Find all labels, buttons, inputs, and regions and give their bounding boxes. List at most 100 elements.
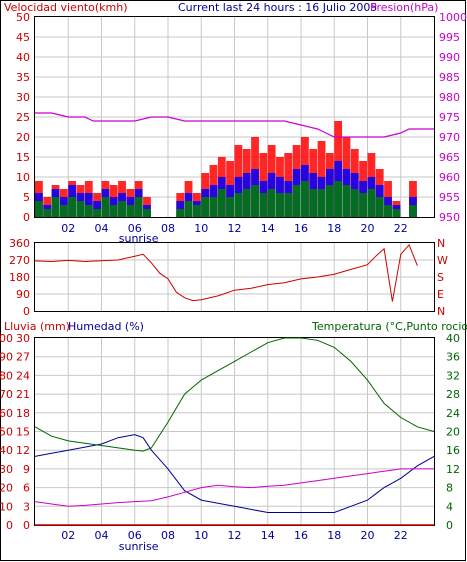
humidity-tick-label: 0 <box>23 519 30 532</box>
wind-minimum-bar <box>342 185 351 217</box>
wind-minimum-bar <box>143 209 151 217</box>
temperature-tick-label: 40 <box>446 332 460 345</box>
humidity-tick-label: 9 <box>23 463 30 476</box>
wind-minimum-bar <box>59 205 68 217</box>
temperature-tick-label: 4 <box>446 500 453 513</box>
wind-minimum-bar <box>192 205 201 217</box>
wind-minimum-bar <box>384 205 392 217</box>
rain-tick-label: 0 <box>6 519 13 532</box>
wind-minimum-bar <box>201 197 210 217</box>
wind-minimum-bar <box>176 209 185 217</box>
temperature-tick-label: 20 <box>446 426 460 439</box>
wind-speed-tick-label: 10 <box>16 171 30 184</box>
temperature-tick-label: 12 <box>446 463 460 476</box>
temperature-tick-label: 28 <box>446 388 460 401</box>
pressure-tick-label: 995 <box>439 31 460 44</box>
humidity-tick-label: 24 <box>16 369 30 382</box>
temperature-label: Temperatura (°C,Punto rocio <box>311 320 467 333</box>
temperature-tick-label: 16 <box>446 444 460 457</box>
wind-minimum-bar <box>359 193 367 217</box>
time-tick-label: 12 <box>228 222 242 235</box>
wind-minimum-bar <box>134 197 143 217</box>
time-tick-label: 06 <box>128 222 142 235</box>
time-tick-label: 06 <box>128 529 142 542</box>
time-tick-label: 02 <box>61 222 75 235</box>
wind-minimum-bar <box>101 197 110 217</box>
wind-minimum-bar <box>226 197 234 217</box>
humidity-line <box>34 434 435 513</box>
time-tick-label: 04 <box>95 529 109 542</box>
wind-speed-tick-label: 35 <box>16 71 30 84</box>
wind-speed-tick-label: 50 <box>16 11 30 24</box>
wind-speed-axis: 0 5 10 15 20 25 30 35 40 45 50 <box>16 11 30 224</box>
humidity-tick-label: 12 <box>16 444 30 457</box>
wind-minimum-bar <box>317 189 326 217</box>
time-tick-label: 20 <box>361 529 375 542</box>
wind-minimum-bar <box>93 209 101 217</box>
rain-tick-label: 30 <box>0 463 13 476</box>
compass-tick-label: N <box>437 237 445 250</box>
wind-speed-tick-label: 45 <box>16 31 30 44</box>
time-tick-label: 18 <box>327 222 341 235</box>
wind-speed-tick-label: 30 <box>16 91 30 104</box>
time-tick-label: 14 <box>261 529 275 542</box>
wind-minimum-bar <box>251 185 259 217</box>
direction-tick-label: 270 <box>9 254 30 267</box>
pressure-tick-label: 990 <box>439 51 460 64</box>
time-tick-label: 22 <box>394 529 408 542</box>
wind-minimum-bar <box>209 197 218 217</box>
humidity-tick-label: 3 <box>23 500 30 513</box>
wind-speed-tick-label: 0 <box>23 211 30 224</box>
wind-minimum-bar <box>309 189 318 217</box>
pressure-axis: 950 955 960 965 970 975 980 985 990 995 1000 <box>439 11 467 224</box>
wind-minimum-bar <box>184 201 193 217</box>
wind-minimum-bar <box>118 201 126 217</box>
rain-tick-label: 60 <box>0 407 13 420</box>
wind-minimum-bar <box>276 193 284 217</box>
rain-label: Lluvia (mm) <box>4 320 70 333</box>
wind-minimum-bar <box>375 197 384 217</box>
wind-minimum-bar <box>68 197 77 217</box>
pressure-tick-label: 1000 <box>439 11 467 24</box>
wind-minimum-bar <box>126 205 135 217</box>
humidity-tick-label: 18 <box>16 407 30 420</box>
wind-minimum-bar <box>217 189 226 217</box>
wind-minimum-bar <box>35 201 43 217</box>
wind-minimum-bar <box>325 185 334 217</box>
humidity-tick-label: 21 <box>16 388 30 401</box>
rain-tick-label: 40 <box>0 444 13 457</box>
time-tick-label: 12 <box>228 529 242 542</box>
wind-minimum-bar <box>301 181 309 217</box>
time-tick-label: 08 <box>161 529 175 542</box>
time-tick-label: 10 <box>194 529 208 542</box>
temperature-tick-label: 36 <box>446 351 460 364</box>
pressure-tick-label: 970 <box>439 131 460 144</box>
sunrise-label-top: sunrise <box>119 232 159 245</box>
wind-minimum-bar <box>43 209 52 217</box>
compass-tick-label: W <box>437 254 448 267</box>
temperature-line <box>34 337 435 452</box>
wind-direction-line <box>34 243 418 302</box>
wind-minimum-bar <box>350 189 359 217</box>
wind-speed-tick-label: 5 <box>23 191 30 204</box>
wind-minimum-bar <box>284 193 293 217</box>
time-axis-top: 02 04 06 08 10 12 14 16 18 20 22 <box>61 222 408 235</box>
compass-tick-label: N <box>437 305 445 318</box>
rain-tick-label: 20 <box>0 482 13 495</box>
time-tick-label: 20 <box>361 222 375 235</box>
wind-minimum-bar <box>259 193 268 217</box>
time-tick-label: 22 <box>394 222 408 235</box>
time-tick-label: 14 <box>261 222 275 235</box>
wind-speed-tick-label: 25 <box>16 111 30 124</box>
compass-tick-label: S <box>437 271 444 284</box>
time-tick-label: 16 <box>294 222 308 235</box>
wind-speed-tick-label: 40 <box>16 51 30 64</box>
wind-minimum-bar <box>334 181 343 217</box>
rain-humidity-axis: 0102030405060708090100036912151821242730 <box>0 332 30 532</box>
direction-tick-label: 90 <box>16 288 30 301</box>
wind-minimum-bar <box>76 201 85 217</box>
time-tick-label: 10 <box>194 222 208 235</box>
wind-direction-grid <box>35 243 434 311</box>
